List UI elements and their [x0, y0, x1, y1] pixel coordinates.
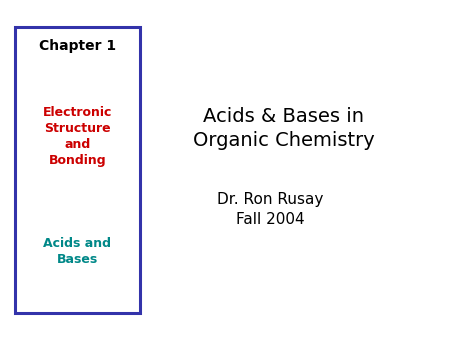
Text: Dr. Ron Rusay
Fall 2004: Dr. Ron Rusay Fall 2004: [217, 192, 323, 227]
Text: Acids and
Bases: Acids and Bases: [43, 237, 112, 266]
Text: Electronic
Structure
and
Bonding: Electronic Structure and Bonding: [43, 106, 112, 167]
Text: Chapter 1: Chapter 1: [39, 39, 116, 53]
Bar: [15, 27, 140, 313]
Text: Acids & Bases in
Organic Chemistry: Acids & Bases in Organic Chemistry: [193, 107, 374, 150]
